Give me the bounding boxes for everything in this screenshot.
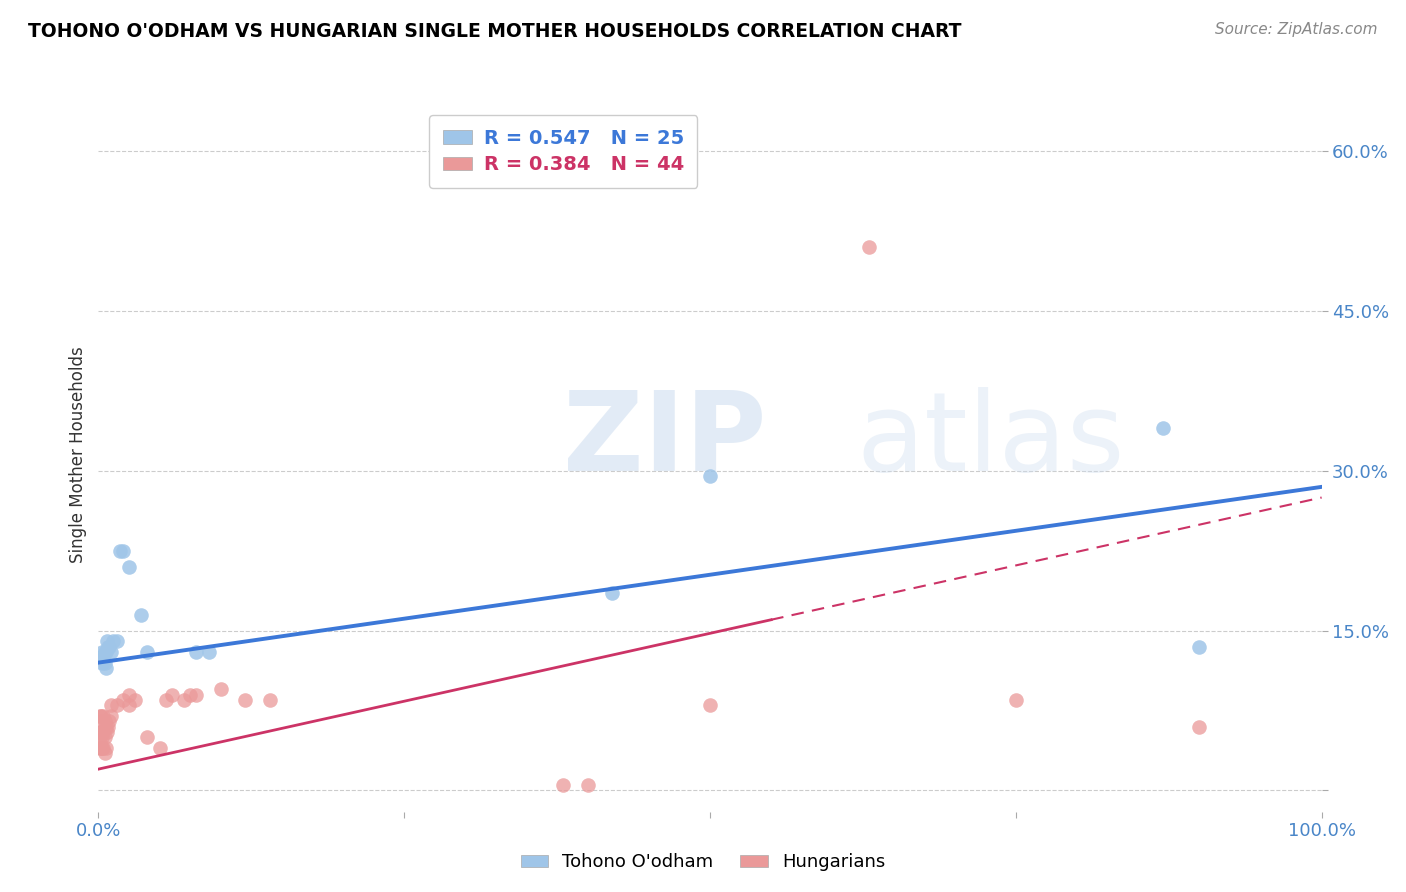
Point — [101, 634, 124, 648]
Point — [233, 693, 256, 707]
Point — [149, 740, 172, 755]
Point — [93, 645, 115, 659]
Point — [111, 543, 134, 558]
Point — [209, 682, 232, 697]
Point — [94, 740, 117, 755]
Point — [118, 559, 141, 574]
Point — [699, 469, 721, 483]
Point — [155, 693, 177, 707]
Point — [91, 709, 114, 723]
Point — [93, 730, 115, 744]
Point — [129, 607, 152, 622]
Point — [118, 688, 141, 702]
Point — [600, 586, 623, 600]
Point — [91, 656, 114, 670]
Point — [136, 730, 159, 744]
Point — [90, 650, 112, 665]
Point — [197, 645, 219, 659]
Point — [90, 740, 112, 755]
Text: atlas: atlas — [856, 387, 1125, 494]
Y-axis label: Single Mother Households: Single Mother Households — [69, 347, 87, 563]
Point — [105, 698, 128, 713]
Point — [94, 719, 117, 733]
Point — [173, 693, 195, 707]
Point — [259, 693, 281, 707]
Point — [91, 740, 114, 755]
Text: Source: ZipAtlas.com: Source: ZipAtlas.com — [1215, 22, 1378, 37]
Point — [93, 746, 115, 760]
Point — [98, 714, 121, 729]
Point — [93, 656, 115, 670]
Point — [94, 645, 117, 659]
Point — [91, 724, 114, 739]
Point — [90, 709, 112, 723]
Legend: R = 0.547   N = 25, R = 0.384   N = 44: R = 0.547 N = 25, R = 0.384 N = 44 — [429, 115, 697, 188]
Point — [97, 719, 120, 733]
Point — [1152, 421, 1174, 435]
Point — [124, 693, 146, 707]
Point — [91, 740, 114, 755]
Point — [1188, 719, 1211, 733]
Legend: Tohono O'odham, Hungarians: Tohono O'odham, Hungarians — [513, 847, 893, 879]
Point — [93, 714, 115, 729]
Point — [186, 688, 208, 702]
Point — [186, 645, 208, 659]
Text: TOHONO O'ODHAM VS HUNGARIAN SINGLE MOTHER HOUSEHOLDS CORRELATION CHART: TOHONO O'ODHAM VS HUNGARIAN SINGLE MOTHE… — [28, 22, 962, 41]
Point — [110, 543, 132, 558]
Point — [90, 724, 112, 739]
Point — [1188, 640, 1211, 654]
Point — [136, 645, 159, 659]
Point — [553, 778, 575, 792]
Point — [105, 634, 128, 648]
Point — [91, 645, 114, 659]
Point — [111, 693, 134, 707]
Point — [100, 709, 122, 723]
Point — [98, 640, 121, 654]
Point — [94, 661, 117, 675]
Point — [100, 645, 122, 659]
Point — [89, 709, 111, 723]
Point — [100, 698, 122, 713]
Point — [89, 724, 111, 739]
Point — [97, 640, 120, 654]
Point — [96, 724, 118, 739]
Point — [699, 698, 721, 713]
Point — [118, 698, 141, 713]
Point — [1004, 693, 1026, 707]
Point — [179, 688, 201, 702]
Point — [91, 730, 114, 744]
Point — [89, 740, 111, 755]
Point — [858, 240, 880, 254]
Point — [91, 714, 114, 729]
Point — [96, 634, 118, 648]
Point — [91, 650, 114, 665]
Point — [576, 778, 599, 792]
Text: ZIP: ZIP — [564, 387, 766, 494]
Point — [89, 730, 111, 744]
Point — [160, 688, 183, 702]
